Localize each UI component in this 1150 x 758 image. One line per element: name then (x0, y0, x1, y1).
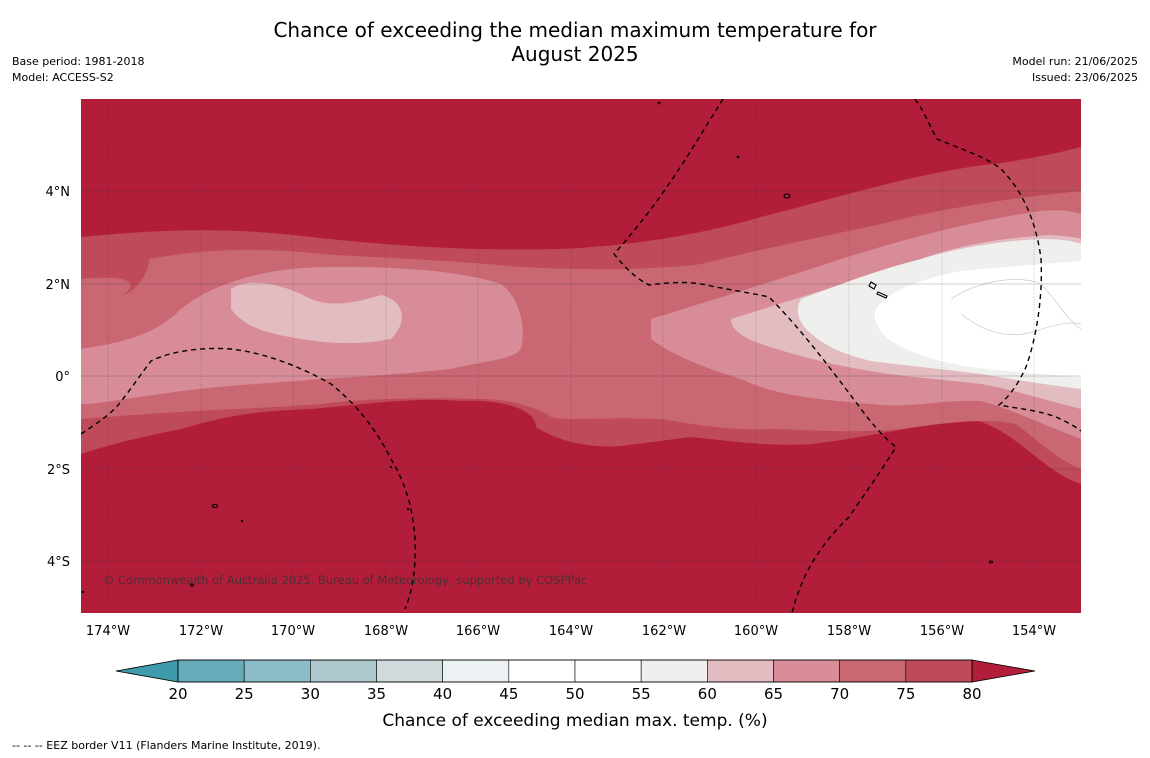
lon-label: 170°W (271, 624, 315, 639)
colorbar-tick-label: 25 (235, 685, 254, 703)
eez-border (80, 98, 1082, 614)
lon-label: 166°W (456, 624, 500, 639)
lon-label: 168°W (364, 624, 408, 639)
lon-label: 164°W (549, 624, 593, 639)
lon-label: 172°W (179, 624, 223, 639)
copyright-note: © Commonwealth of Australia 2025, Bureau… (103, 573, 587, 587)
graticule-lat (81, 190, 1081, 562)
contour-line (950, 279, 1082, 330)
lon-label: 156°W (920, 624, 964, 639)
colorbar-tick-label: 35 (367, 685, 386, 703)
run-info: Model run: 21/06/2025 Issued: 23/06/2025 (1012, 54, 1138, 86)
colorbar-label: Chance of exceeding median max. temp. (%… (382, 711, 767, 731)
lat-label: 4°N (46, 185, 71, 200)
colorbar-bin (508, 659, 576, 683)
graticule (107, 99, 1035, 613)
model-run: Model run: 21/06/2025 (1012, 55, 1138, 68)
colorbar-tick-label: 30 (301, 685, 320, 703)
colorbar-tick-label: 40 (433, 685, 452, 703)
lon-label: 174°W (86, 624, 130, 639)
lon-label: 160°W (734, 624, 778, 639)
field-50-55 (874, 261, 1081, 377)
base-period: Base period: 1981-2018 (12, 55, 145, 68)
field-65-70 (81, 210, 1081, 439)
colorbar-tick-label: 50 (565, 685, 584, 703)
lon-label: 154°W (1012, 624, 1056, 639)
colorbar-bin (442, 659, 510, 683)
colorbar-tick-label: 80 (962, 685, 981, 703)
colorbar-tick-label: 75 (896, 685, 915, 703)
colorbar-bin (640, 659, 708, 683)
colorbar-bin (707, 659, 774, 683)
title-line-2: August 2025 (511, 42, 639, 66)
colorbar-bin (905, 659, 973, 683)
colorbar-bin (376, 659, 443, 683)
colorbar-tick-label: 70 (830, 685, 849, 703)
colorbar-tick-label: 20 (168, 685, 187, 703)
lon-label: 158°W (827, 624, 871, 639)
colorbar-bin (574, 659, 642, 683)
colorbar-tick-label: 65 (764, 685, 783, 703)
issued-date: Issued: 23/06/2025 (1031, 71, 1138, 84)
colorbar-bin (310, 659, 377, 683)
colorbar-bin (243, 659, 311, 683)
colorbar-bin (773, 659, 840, 683)
islands (81, 101, 994, 594)
lon-label: 162°W (642, 624, 686, 639)
map-panel[interactable]: © Commonwealth of Australia 2025, Bureau… (80, 98, 1082, 614)
eez-footnote: -- -- -- EEZ border V11 (Flanders Marine… (12, 739, 321, 752)
colorbar-bin (177, 659, 245, 683)
colorbar-below (115, 659, 179, 683)
colorbar-bin (839, 659, 907, 683)
colorbar-tick-label: 45 (499, 685, 518, 703)
title-line-1: Chance of exceeding the median maximum t… (273, 18, 877, 42)
lat-label: 2°S (47, 463, 70, 478)
colorbar-bins (177, 659, 973, 683)
map-svg[interactable]: © Commonwealth of Australia 2025, Bureau… (80, 98, 1082, 614)
colorbar-tick-label: 55 (632, 685, 651, 703)
colorbar-above (971, 659, 1036, 683)
colorbar: 20 25 30 35 40 45 50 55 60 65 70 75 80 Chance of exc… (115, 659, 1036, 731)
lat-label: 2°N (46, 278, 71, 293)
base-info: Base period: 1981-2018 Model: ACCESS-S2 (12, 54, 144, 86)
colorbar-tick-label: 60 (698, 685, 717, 703)
lat-label: 4°S (47, 555, 70, 570)
model-name: Model: ACCESS-S2 (12, 71, 114, 84)
map-title: Chance of exceeding the median maximum t… (0, 18, 1150, 66)
lat-label: 0° (55, 370, 70, 385)
